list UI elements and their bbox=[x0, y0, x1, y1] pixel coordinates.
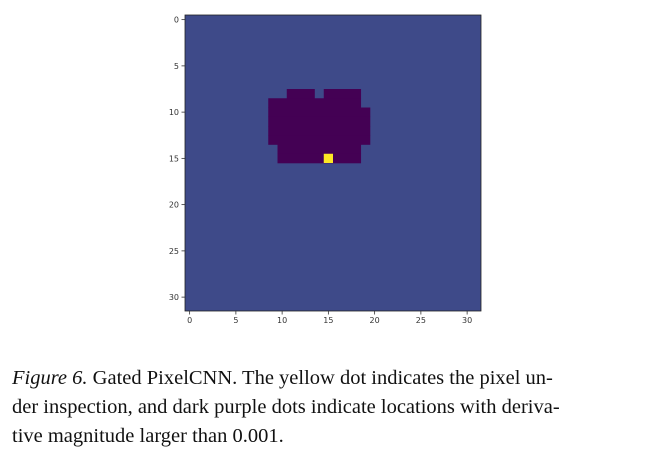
x-tick-label: 25 bbox=[416, 316, 426, 325]
x-tick-label: 20 bbox=[370, 316, 380, 325]
heatmap-plot-area bbox=[184, 14, 482, 312]
y-tick-label: 5 bbox=[174, 62, 179, 71]
derivative-region-cell bbox=[268, 135, 371, 145]
caption-line-3: tive magnitude larger than 0.001. bbox=[12, 425, 284, 447]
derivative-region-cell bbox=[268, 126, 371, 136]
derivative-region-cell bbox=[286, 89, 315, 99]
y-tick-label: 10 bbox=[169, 108, 179, 117]
x-tick-label: 15 bbox=[323, 316, 333, 325]
x-tick-label: 5 bbox=[233, 316, 238, 325]
derivative-region-cell bbox=[268, 98, 362, 108]
caption-line-1: Figure 6. Gated PixelCNN. The yellow dot… bbox=[12, 364, 640, 393]
derivative-region-cell bbox=[277, 144, 362, 155]
derivative-region-cell bbox=[268, 107, 371, 118]
y-axis-ticks: 0 5 10 15 20 25 30 bbox=[169, 16, 185, 302]
x-axis-ticks: 0 5 10 15 20 25 30 bbox=[187, 311, 472, 325]
y-tick-label: 0 bbox=[174, 16, 179, 25]
heatmap-figure: 0 5 10 15 20 25 30 0 5 10 15 20 25 30 bbox=[169, 14, 482, 325]
plot-frame bbox=[184, 14, 482, 312]
x-tick-label: 10 bbox=[277, 316, 287, 325]
caption-line-2: der inspection, and dark purple dots ind… bbox=[12, 396, 560, 418]
figure-caption: Figure 6. Gated PixelCNN. The yellow dot… bbox=[12, 364, 640, 451]
derivative-region-cell bbox=[277, 153, 362, 164]
y-tick-label: 30 bbox=[169, 293, 179, 302]
caption-text-1: Gated PixelCNN. The yellow dot indicates… bbox=[87, 367, 553, 389]
x-tick-label: 0 bbox=[187, 316, 192, 325]
y-tick-label: 20 bbox=[169, 201, 179, 210]
y-tick-label: 15 bbox=[169, 154, 179, 163]
inspected-pixel bbox=[323, 153, 333, 163]
y-tick-label: 25 bbox=[169, 247, 179, 256]
derivative-region-cell bbox=[268, 116, 371, 127]
caption-label: Figure 6. bbox=[12, 367, 88, 389]
x-tick-label: 30 bbox=[462, 316, 472, 325]
derivative-region-cell bbox=[323, 89, 362, 99]
